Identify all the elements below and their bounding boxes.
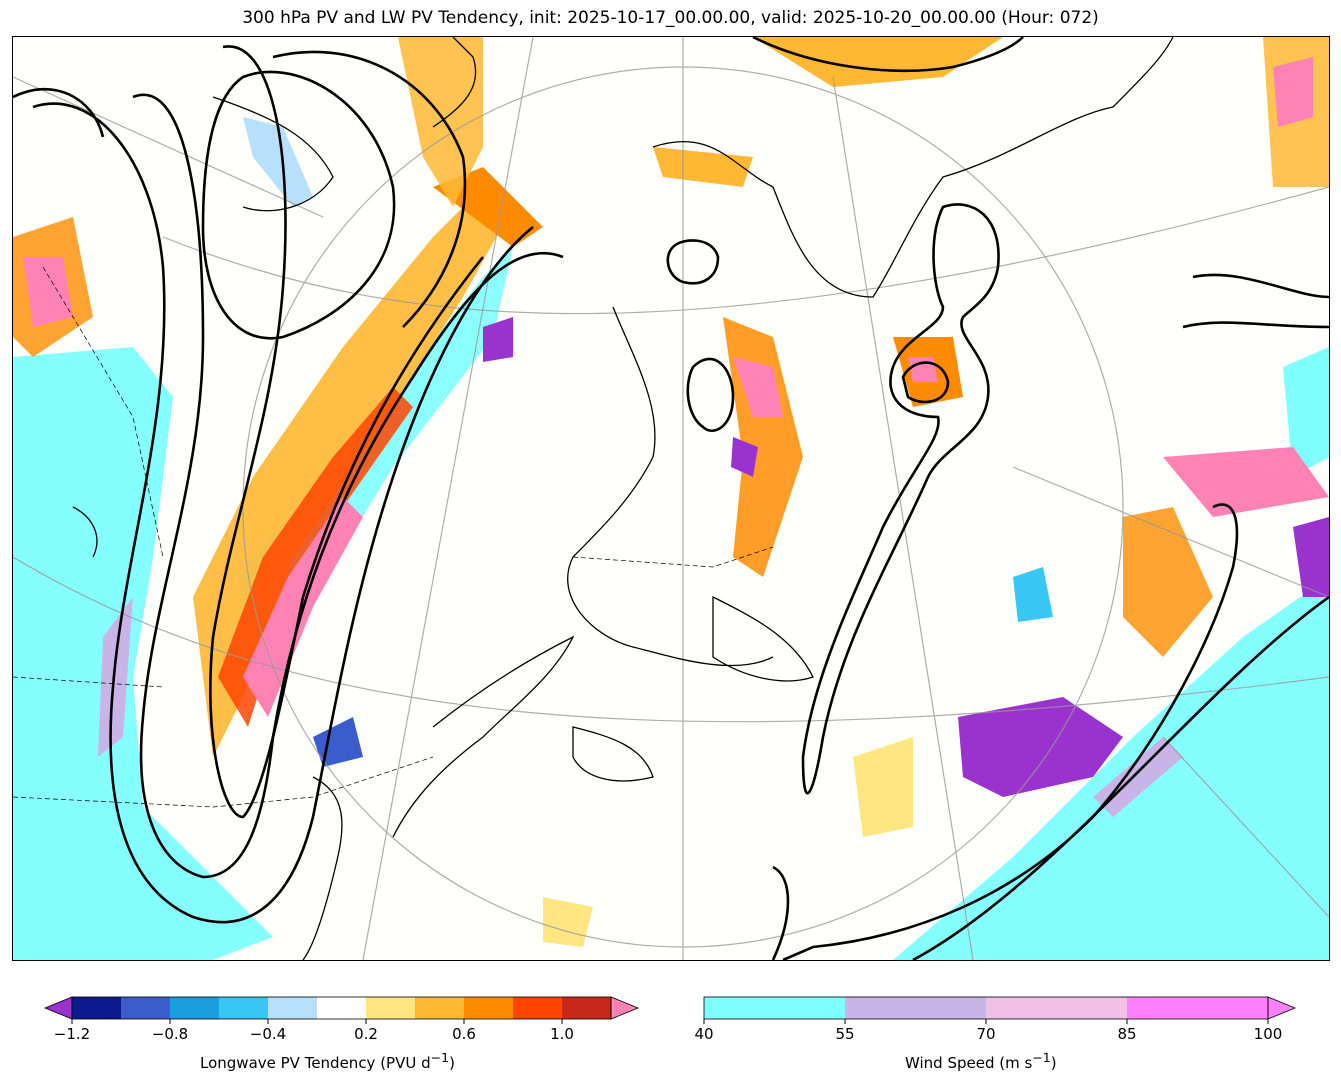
pv-tendency-label-exponent: −1 (430, 1050, 450, 1065)
pv-contour (901, 361, 950, 404)
political-border (42, 266, 164, 558)
colorbar-swatch (513, 997, 563, 1019)
wind-speed-shading (893, 577, 1329, 960)
wind-speed-shading (98, 597, 133, 757)
colorbar-swatch (219, 997, 269, 1019)
coastline (572, 726, 654, 782)
wind-speed-label-text: Wind Speed (m s (905, 1054, 1033, 1072)
colorbar-swatch (415, 997, 465, 1019)
colorbar-tick-label: 100 (1253, 1025, 1283, 1043)
colorbar-extend-min (43, 996, 73, 1020)
coastline (652, 37, 1174, 298)
pv-contour (13, 87, 105, 138)
colorbar-swatch (268, 997, 318, 1019)
pv-contour (201, 70, 396, 340)
meridian-line (832, 76, 974, 960)
pv-contour (666, 239, 720, 285)
pv-tendency-shading (853, 737, 913, 837)
map-panel (12, 36, 1330, 961)
colorbar-frame (703, 996, 1269, 1020)
map-canvas (13, 37, 1329, 960)
pv-contour (1182, 321, 1329, 329)
colorbar-swatch (986, 997, 1128, 1019)
pv-tendency-shading (653, 147, 753, 187)
colorbar-extend-max (1267, 996, 1297, 1020)
colorbar-tick-label: 0.6 (452, 1025, 476, 1043)
colorbar-tick-label: 1.0 (550, 1025, 574, 1043)
colorbar-swatch (845, 997, 987, 1019)
colorbar-tick-label: 55 (835, 1025, 855, 1043)
pv-contour (686, 357, 735, 432)
colorbar-tick-label: −1.2 (53, 1025, 91, 1043)
pv-tendency-shading (1163, 447, 1329, 517)
colorbar-frame (71, 996, 612, 1020)
pv-tendency-shading (1273, 57, 1313, 127)
pv-contour (912, 595, 1329, 960)
colorbar-tick-label: 85 (1117, 1025, 1137, 1043)
wind-speed-shading (1093, 737, 1183, 817)
coastline (212, 96, 334, 212)
wind-speed-shading (1283, 347, 1329, 477)
meridian-line (1162, 736, 1329, 918)
meridian-line (362, 37, 534, 960)
latitude-circle (13, 556, 1329, 723)
wind-speed-colorbar-label: Wind Speed (m s−1) (905, 1050, 1057, 1072)
colorbar-swatch (704, 997, 846, 1019)
pv-contour (771, 865, 790, 960)
political-border (572, 546, 774, 568)
pv-tendency-shading (753, 37, 1003, 87)
pv-contour (782, 503, 1239, 960)
colorbar-tick-label: −0.8 (151, 1025, 189, 1043)
pv-tendency-shading (243, 117, 313, 207)
pv-contour (32, 102, 534, 924)
colorbar-tick-label: 70 (976, 1025, 996, 1043)
colorbar-swatch (1127, 997, 1269, 1019)
pv-contour (801, 203, 1000, 795)
pv-tendency-shading (733, 357, 783, 417)
pv-tendency-shading (23, 257, 73, 327)
latitude-circle (162, 186, 1329, 315)
pv-tendency-shading (731, 437, 758, 477)
pv-tendency-shading (543, 897, 593, 947)
pv-tendency-shading (483, 317, 513, 362)
pv-tendency-shading (958, 697, 1123, 797)
coastline (302, 776, 343, 960)
pv-tendency-shading (193, 187, 513, 757)
meridian-line (13, 76, 324, 218)
political-border (13, 676, 164, 688)
pv-tendency-shading (313, 717, 363, 767)
pv-tendency-colorbar-label: Longwave PV Tendency (PVU d−1) (200, 1050, 455, 1072)
colorbar-swatch (464, 997, 514, 1019)
wind-speed-label-end: ) (1050, 1054, 1057, 1072)
wind-speed-label-exponent: −1 (1032, 1050, 1051, 1065)
meridian-line (1012, 466, 1329, 598)
colorbar-swatch (170, 997, 220, 1019)
colorbar-swatch (317, 997, 367, 1019)
colorbar-tick-label: −0.4 (249, 1025, 287, 1043)
colorbar-swatch (121, 997, 171, 1019)
pv-tendency-shading (1013, 567, 1053, 622)
colorbar-tick-label: 40 (694, 1025, 714, 1043)
wind-speed-shading (13, 347, 273, 960)
pv-tendency-shading (1123, 507, 1213, 657)
pv-tendency-label-end: ) (449, 1054, 455, 1072)
pv-contour (1192, 273, 1329, 299)
coastline (72, 506, 98, 558)
coastline (712, 595, 814, 682)
colorbar-swatch (366, 997, 416, 1019)
coastline (392, 635, 575, 838)
plot-title: 300 hPa PV and LW PV Tendency, init: 202… (242, 8, 1099, 28)
colorbar-swatch (562, 997, 612, 1019)
colorbar-tick-label: 0.2 (354, 1025, 378, 1043)
pv-tendency-shading (1293, 517, 1329, 597)
pv-tendency-label-text: Longwave PV Tendency (PVU d (200, 1054, 431, 1072)
pv-contour (132, 93, 564, 879)
pv-contour (752, 37, 1024, 73)
pv-contour (209, 45, 485, 819)
pv-tendency-shading (908, 357, 938, 382)
colorbar-swatch (72, 997, 122, 1019)
colorbar-extend-max (610, 996, 640, 1020)
pv-contour (272, 50, 467, 328)
